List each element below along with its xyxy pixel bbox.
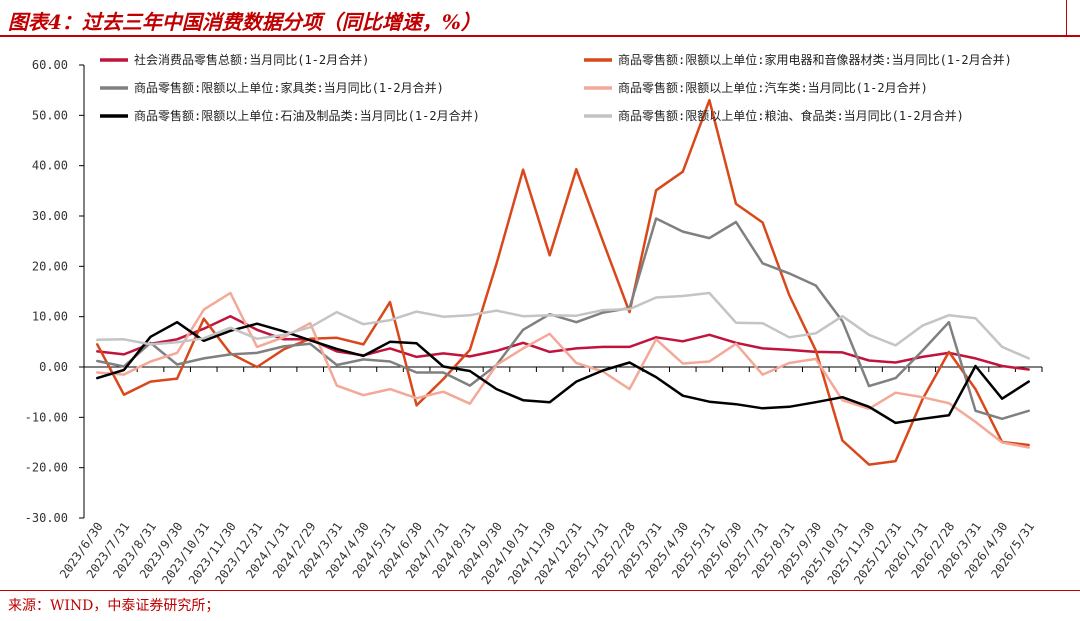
legend-item-3: 商品零售额:限额以上单位:家具类:当月同比(1-2月合并)	[100, 80, 444, 95]
title-underline	[0, 35, 1080, 37]
legend-item-1: 社会消费品零售总额:当月同比(1-2月合并)	[100, 52, 369, 67]
title-frame-edge	[1066, 0, 1067, 36]
y-tick-label: 40.00	[32, 159, 68, 173]
y-tick-label: 60.00	[32, 58, 68, 72]
chart-title-bar: 图表4：过去三年中国消费数据分项（同比增速，%）	[0, 0, 1080, 37]
legend-item-6: 商品零售额:限额以上单位:粮油、食品类:当月同比(1-2月合并)	[584, 108, 964, 123]
y-tick-label: 20.00	[32, 259, 68, 273]
legend-label: 商品零售额:限额以上单位:家具类:当月同比(1-2月合并)	[134, 80, 444, 95]
legend-item-4: 商品零售额:限额以上单位:汽车类:当月同比(1-2月合并)	[584, 80, 928, 95]
series-line-2	[96, 98, 1030, 466]
series-line-3	[96, 217, 1030, 421]
legend-label: 商品零售额:限额以上单位:汽车类:当月同比(1-2月合并)	[618, 80, 928, 95]
y-tick-label: 0.00	[39, 360, 68, 374]
legend-label: 社会消费品零售总额:当月同比(1-2月合并)	[134, 52, 369, 67]
legend-label: 商品零售额:限额以上单位:粮油、食品类:当月同比(1-2月合并)	[618, 108, 964, 123]
y-tick-label: 50.00	[32, 108, 68, 122]
legend-item-2: 商品零售额:限额以上单位:家用电器和音像器材类:当月同比(1-2月合并)	[584, 52, 1012, 67]
series-line-5	[96, 320, 1030, 425]
series-line-6	[96, 291, 1030, 360]
legend-label: 商品零售额:限额以上单位:家用电器和音像器材类:当月同比(1-2月合并)	[618, 52, 1012, 67]
legend-item-5: 商品零售额:限额以上单位:石油及制品类:当月同比(1-2月合并)	[100, 108, 480, 123]
chart-title: 图表4：过去三年中国消费数据分项（同比增速，%）	[8, 10, 481, 34]
legend-label: 商品零售额:限额以上单位:石油及制品类:当月同比(1-2月合并)	[134, 108, 480, 123]
y-tick-label: -20.00	[25, 461, 68, 475]
y-tick-label: 10.00	[32, 310, 68, 324]
y-tick-label: 30.00	[32, 209, 68, 223]
line-chart: 60.00 50.00 40.00 30.00 20.00 10.00 0.00 -10.00…	[25, 52, 1043, 587]
source-note: 来源：WIND，中泰证券研究所；	[8, 598, 220, 614]
chart-area: 60.00 50.00 40.00 30.00 20.00 10.00 0.00 -10.00…	[0, 37, 1080, 590]
y-tick-label: -30.00	[25, 511, 68, 525]
y-tick-label: -10.00	[25, 410, 68, 424]
source-divider	[0, 590, 1080, 591]
